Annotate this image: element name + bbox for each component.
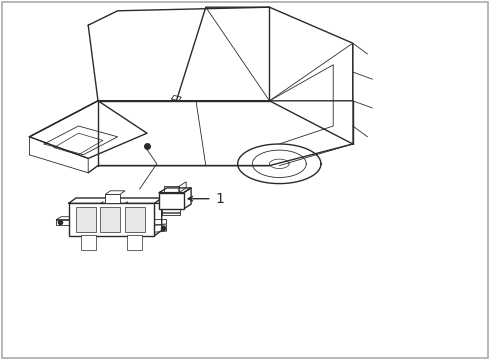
Text: 1: 1 — [216, 192, 224, 206]
Bar — [105, 194, 120, 203]
Bar — [125, 207, 145, 232]
Bar — [100, 207, 120, 232]
Bar — [127, 235, 142, 250]
Bar — [76, 207, 96, 232]
Bar — [69, 203, 154, 236]
Bar — [81, 235, 96, 250]
Bar — [159, 193, 184, 209]
